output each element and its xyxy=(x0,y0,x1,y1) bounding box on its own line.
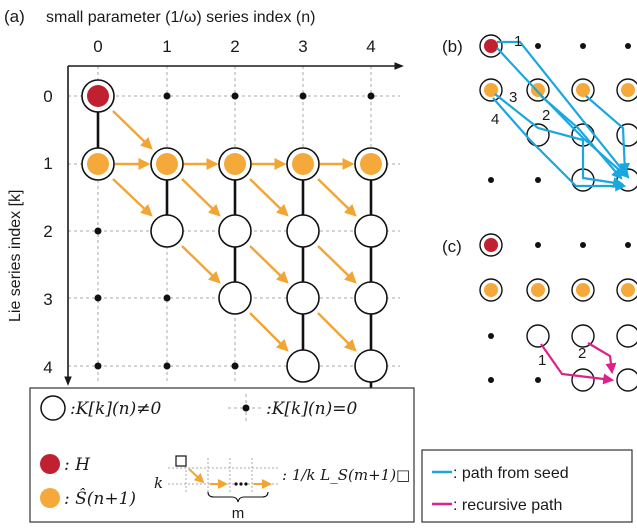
legend-k-label: k xyxy=(154,474,163,492)
col-tick-0: 0 xyxy=(93,37,102,56)
col-tick-4: 4 xyxy=(366,37,375,56)
panel-c-recursive-paths xyxy=(540,342,617,385)
legend-zero-text: :K[k](n)=0 xyxy=(266,399,357,419)
panel-b-seed-paths xyxy=(492,40,631,192)
panel-c-dots xyxy=(488,242,631,383)
nodes xyxy=(81,79,388,383)
col-tick-2: 2 xyxy=(230,37,239,56)
legend-recursive-text: : recursive path xyxy=(453,497,562,514)
panel-a-top-title: small parameter (1/ω) series index (n) xyxy=(46,9,315,26)
panel-b-path-3: 3 xyxy=(509,89,517,106)
legend-nonzero-circle xyxy=(40,395,66,421)
panel-b: (b) xyxy=(442,33,637,192)
col-tick-1: 1 xyxy=(162,37,171,56)
row-tick-2: 2 xyxy=(43,222,52,241)
row-tick-3: 3 xyxy=(43,290,52,309)
row-tick-1: 1 xyxy=(43,154,52,173)
panel-a: (a) small parameter (1/ω) series index (… xyxy=(4,7,404,388)
orange-arrows xyxy=(112,110,357,352)
panel-c-path-1: 1 xyxy=(538,352,546,369)
panel-b-path-4: 4 xyxy=(491,111,499,128)
row-tick-4: 4 xyxy=(43,358,52,377)
panel-c: (c) 1 xyxy=(442,233,637,392)
path-legend: : path from seed : recursive path xyxy=(421,449,633,523)
legend-operator-diagram: k m xyxy=(154,455,278,522)
zero-dots xyxy=(94,92,375,370)
panel-b-path-2: 2 xyxy=(542,107,550,124)
panel-c-nodes xyxy=(479,233,637,392)
column-ticks: 0 1 2 3 4 xyxy=(93,37,375,56)
panel-b-label: (b) xyxy=(442,37,463,56)
legend-seed-text: : path from seed xyxy=(453,465,569,482)
legend-zero-symbol xyxy=(228,394,264,422)
legend-red-text: : H xyxy=(64,455,91,475)
legend-op-text: : 1/k L_S(m+1)□ xyxy=(282,466,410,484)
legend-orange-dot xyxy=(40,488,60,508)
legend-m-label: m xyxy=(232,505,245,522)
legend-box: :K[k](n)≠0 :K[k](n)=0 : H : Ŝ(n+1) k xyxy=(29,387,415,523)
panel-a-side-title: Lie series index [k] xyxy=(7,189,24,322)
row-tick-0: 0 xyxy=(43,87,52,106)
legend-nonzero-text: :K[k](n)≠0 xyxy=(70,399,161,419)
panel-c-label: (c) xyxy=(442,237,462,256)
legend-orange-text: : Ŝ(n+1) xyxy=(64,488,136,509)
row-ticks: 0 1 2 3 4 xyxy=(43,87,52,377)
panel-b-dots xyxy=(488,43,631,183)
panel-a-label: (a) xyxy=(4,7,25,26)
axes xyxy=(64,62,404,386)
legend-red-dot xyxy=(40,454,60,474)
panel-c-path-2: 2 xyxy=(578,345,586,362)
panel-b-path-1: 1 xyxy=(514,33,522,50)
col-tick-3: 3 xyxy=(298,37,307,56)
